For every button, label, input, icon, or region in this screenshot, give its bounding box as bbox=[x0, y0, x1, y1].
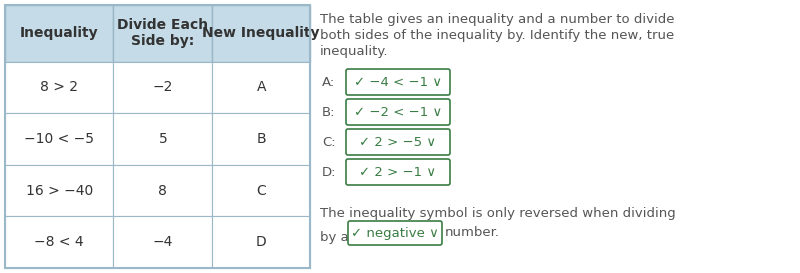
Text: −10 < −5: −10 < −5 bbox=[24, 132, 94, 146]
FancyBboxPatch shape bbox=[348, 221, 442, 245]
Text: 5: 5 bbox=[158, 132, 167, 146]
Text: D: D bbox=[256, 235, 266, 249]
Text: ✓ −4 < −1 ∨: ✓ −4 < −1 ∨ bbox=[354, 76, 442, 88]
Text: D:: D: bbox=[322, 165, 337, 179]
Text: C:: C: bbox=[322, 135, 336, 149]
FancyBboxPatch shape bbox=[346, 99, 450, 125]
Text: ✓ −2 < −1 ∨: ✓ −2 < −1 ∨ bbox=[354, 105, 442, 118]
Text: A:: A: bbox=[322, 76, 335, 88]
Bar bbox=[114, 113, 212, 165]
Text: 16 > −40: 16 > −40 bbox=[26, 183, 93, 198]
Text: B: B bbox=[256, 132, 266, 146]
Text: Inequality: Inequality bbox=[20, 26, 98, 40]
FancyBboxPatch shape bbox=[346, 159, 450, 185]
Text: −8 < 4: −8 < 4 bbox=[34, 235, 84, 249]
Bar bbox=[5, 216, 114, 268]
Bar bbox=[114, 61, 212, 113]
FancyBboxPatch shape bbox=[346, 69, 450, 95]
Bar bbox=[114, 216, 212, 268]
Bar bbox=[5, 5, 114, 61]
Bar bbox=[5, 113, 114, 165]
Bar bbox=[212, 165, 310, 216]
Text: ✓ 2 > −5 ∨: ✓ 2 > −5 ∨ bbox=[359, 135, 437, 149]
Text: B:: B: bbox=[322, 105, 335, 118]
Text: by a: by a bbox=[320, 231, 349, 244]
Text: New Inequality: New Inequality bbox=[202, 26, 320, 40]
Text: ✓ negative ∨: ✓ negative ∨ bbox=[351, 227, 439, 239]
Bar bbox=[5, 61, 114, 113]
Text: −4: −4 bbox=[153, 235, 173, 249]
Text: 8 > 2: 8 > 2 bbox=[40, 80, 78, 94]
Text: inequality.: inequality. bbox=[320, 45, 389, 58]
FancyBboxPatch shape bbox=[346, 129, 450, 155]
Text: both sides of the inequality by. Identify the new, true: both sides of the inequality by. Identif… bbox=[320, 29, 674, 42]
Bar bbox=[212, 5, 310, 61]
Text: A: A bbox=[257, 80, 266, 94]
Text: C: C bbox=[256, 183, 266, 198]
Text: −2: −2 bbox=[153, 80, 173, 94]
Bar bbox=[114, 5, 212, 61]
Text: Divide Each
Side by:: Divide Each Side by: bbox=[118, 18, 208, 48]
Text: The inequality symbol is only reversed when dividing: The inequality symbol is only reversed w… bbox=[320, 207, 676, 220]
Text: The table gives an inequality and a number to divide: The table gives an inequality and a numb… bbox=[320, 13, 674, 26]
Bar bbox=[5, 5, 310, 268]
Bar bbox=[212, 216, 310, 268]
Bar bbox=[212, 113, 310, 165]
Bar bbox=[5, 165, 114, 216]
Bar bbox=[212, 61, 310, 113]
Text: 8: 8 bbox=[158, 183, 167, 198]
Bar bbox=[114, 165, 212, 216]
Text: number.: number. bbox=[445, 227, 500, 239]
Text: ✓ 2 > −1 ∨: ✓ 2 > −1 ∨ bbox=[359, 165, 437, 179]
